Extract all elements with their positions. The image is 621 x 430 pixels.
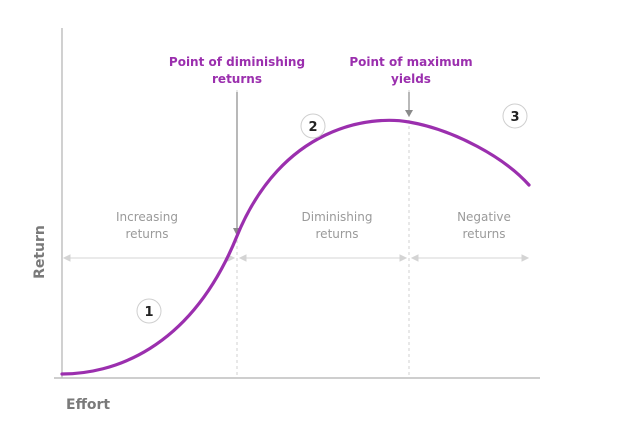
diminishing-callout-line1: Point of diminishing (169, 55, 305, 69)
marker-2-label: 2 (308, 120, 317, 135)
increasing-range-arrow (62, 254, 236, 262)
negative-range-arrow (410, 254, 530, 262)
maximum-callout-line2: yields (391, 72, 431, 86)
return-curve (60, 118, 531, 376)
maximum-callout-arrow (405, 92, 413, 117)
diminishing-returns-line1: Diminishing (302, 210, 373, 224)
diminishing-returns-line2: returns (316, 227, 359, 241)
x-axis-label: Effort (66, 397, 110, 413)
marker-1-label: 1 (144, 305, 153, 320)
diminishing-range-arrow (238, 254, 408, 262)
diminishing-callout-line2: returns (212, 72, 262, 86)
negative-returns-line1: Negative (457, 210, 511, 224)
increasing-returns-line2: returns (126, 227, 169, 241)
marker-2: 2 (300, 113, 326, 139)
marker-3-label: 3 (510, 110, 519, 125)
marker-1: 1 (136, 298, 162, 324)
negative-returns-line2: returns (463, 227, 506, 241)
diminishing-callout-arrow (233, 92, 241, 236)
increasing-returns-line1: Increasing (116, 210, 178, 224)
marker-3: 3 (502, 103, 528, 129)
maximum-callout-line1: Point of maximum (349, 55, 472, 69)
y-axis-label: Return (32, 225, 48, 279)
